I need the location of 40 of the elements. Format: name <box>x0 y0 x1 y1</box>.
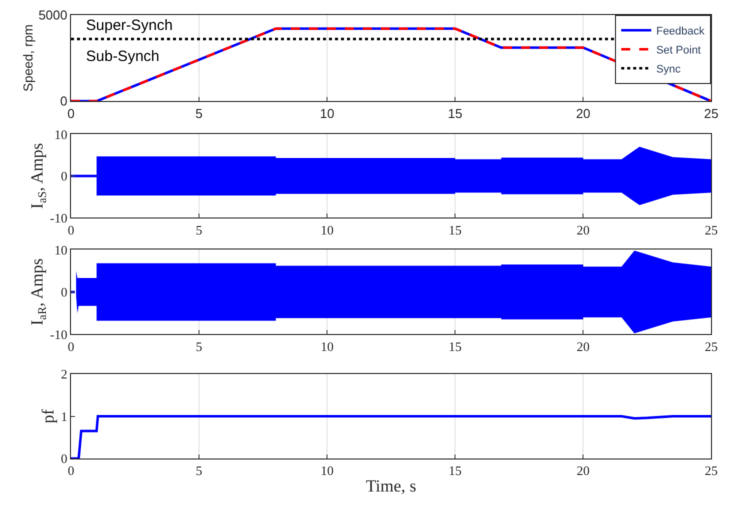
legend-label: Set Point <box>656 44 701 57</box>
x-tick-label: 10 <box>320 463 334 478</box>
x-tick-label: 20 <box>576 106 590 121</box>
y-tick-label: 0 <box>60 168 68 184</box>
x-tick-label: 10 <box>320 338 334 354</box>
x-tick-label: 5 <box>196 463 202 478</box>
x-axis-title: Time, s <box>366 476 416 496</box>
y-tick-label: 5000 <box>38 7 68 22</box>
x-tick-label: 10 <box>320 222 334 238</box>
annotation: Sub-Synch <box>86 48 160 65</box>
y-tick-label: 10 <box>54 242 68 258</box>
x-tick-label: 25 <box>704 338 718 354</box>
x-tick-label: 25 <box>704 222 718 238</box>
x-tick-label: 5 <box>196 338 202 354</box>
y-tick-label: 1 <box>60 408 68 424</box>
y-tick-label: 0 <box>60 94 68 109</box>
legend-label: Sync <box>656 64 682 76</box>
x-tick-label: 25 <box>704 463 718 478</box>
y-axis-title: pf <box>38 408 58 424</box>
y-tick-label: -10 <box>50 210 68 226</box>
x-tick-label: 5 <box>196 222 202 238</box>
x-tick-label: 15 <box>448 106 462 121</box>
x-tick-label: 20 <box>576 338 590 354</box>
legend-label: Feedback <box>656 26 706 38</box>
x-tick-label: 20 <box>576 463 590 478</box>
x-tick-label: 15 <box>448 338 462 354</box>
y-axis-title: Speed, rpm <box>20 24 36 92</box>
y-tick-label: 2 <box>60 366 68 382</box>
x-tick-label: 15 <box>448 463 462 478</box>
x-tick-label: 10 <box>320 106 334 121</box>
x-tick-label: 25 <box>704 106 718 121</box>
x-tick-label: 5 <box>195 106 203 121</box>
y-tick-label: 0 <box>60 451 68 466</box>
line-series <box>70 415 712 458</box>
x-tick-label: 20 <box>576 222 590 238</box>
annotation: Super-Synch <box>86 17 173 34</box>
y-tick-label: 10 <box>54 126 68 142</box>
x-tick-label: 15 <box>448 222 462 238</box>
y-tick-label: 0 <box>60 284 68 300</box>
y-tick-label: -10 <box>50 326 68 342</box>
